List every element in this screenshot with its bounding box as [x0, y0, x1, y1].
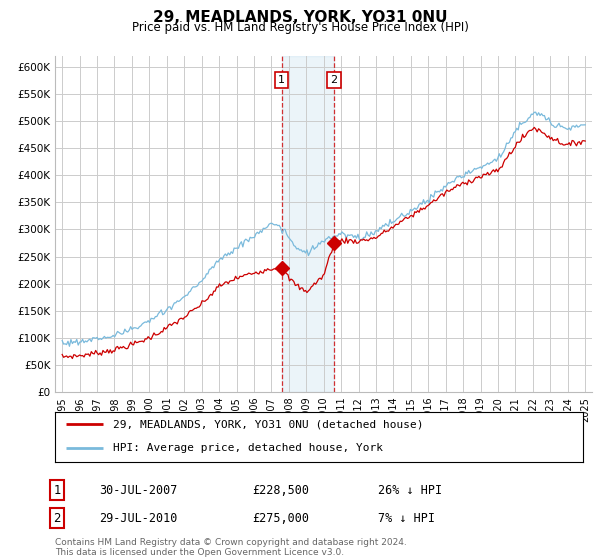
- Text: 29-JUL-2010: 29-JUL-2010: [99, 511, 178, 525]
- Text: 2: 2: [330, 75, 337, 85]
- Text: Contains HM Land Registry data © Crown copyright and database right 2024.
This d: Contains HM Land Registry data © Crown c…: [55, 538, 407, 557]
- Text: 29, MEADLANDS, YORK, YO31 0NU (detached house): 29, MEADLANDS, YORK, YO31 0NU (detached …: [113, 419, 424, 429]
- Text: 2: 2: [53, 511, 61, 525]
- Text: £275,000: £275,000: [252, 511, 309, 525]
- Text: Price paid vs. HM Land Registry's House Price Index (HPI): Price paid vs. HM Land Registry's House …: [131, 21, 469, 34]
- Bar: [281, 56, 334, 392]
- Text: 1: 1: [278, 75, 285, 85]
- Text: 29, MEADLANDS, YORK, YO31 0NU: 29, MEADLANDS, YORK, YO31 0NU: [153, 10, 447, 25]
- Text: £228,500: £228,500: [252, 483, 309, 497]
- Text: 30-JUL-2007: 30-JUL-2007: [99, 483, 178, 497]
- Text: HPI: Average price, detached house, York: HPI: Average price, detached house, York: [113, 443, 383, 453]
- Text: 26% ↓ HPI: 26% ↓ HPI: [378, 483, 442, 497]
- Text: 7% ↓ HPI: 7% ↓ HPI: [378, 511, 435, 525]
- Text: 1: 1: [53, 483, 61, 497]
